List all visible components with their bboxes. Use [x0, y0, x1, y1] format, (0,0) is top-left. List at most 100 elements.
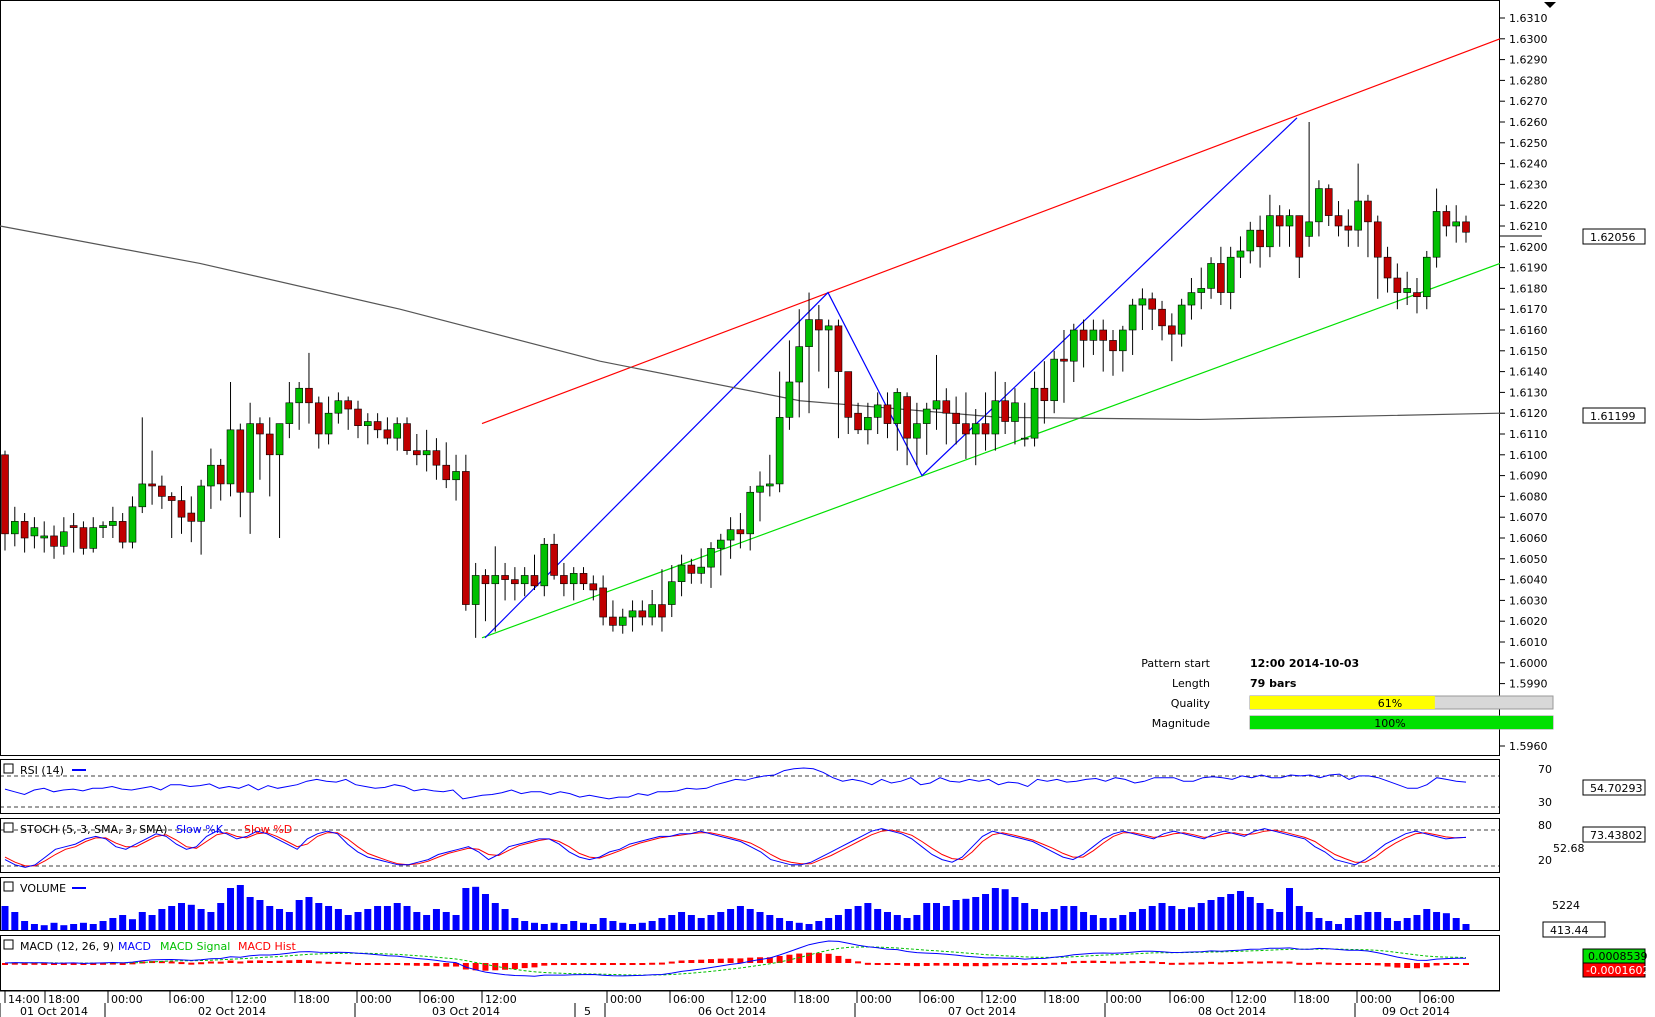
macd-hist-bar: [698, 959, 705, 963]
candle-body: [491, 575, 500, 585]
price-tick-label: 1.6300: [1509, 33, 1548, 46]
macd-hist-bar: [541, 963, 548, 966]
macd-hist-bar: [158, 961, 165, 964]
candle-body: [79, 527, 88, 549]
volume-bar: [511, 918, 519, 930]
macd-hist-bar: [757, 957, 764, 963]
macd-hist-bar: [678, 960, 685, 963]
candle-body: [795, 346, 804, 383]
macd-hist-bar: [904, 963, 911, 966]
pattern-start-label: Pattern start: [1141, 657, 1210, 670]
price-panel[interactable]: [0, 0, 1500, 756]
price-tick-label: 1.6040: [1509, 574, 1548, 587]
macd-hist-bar: [1276, 961, 1283, 964]
macd-hist-bar: [11, 962, 18, 965]
close-icon[interactable]: [3, 822, 14, 833]
macd-hist-bar: [1002, 963, 1009, 966]
volume-bar: [687, 915, 695, 930]
time-tick-label: 18:00: [798, 993, 830, 1006]
candle-body: [148, 483, 156, 487]
candle-body: [1315, 188, 1323, 223]
length-value: 79 bars: [1250, 677, 1297, 690]
candle-body: [1413, 292, 1421, 298]
candle-body: [697, 566, 705, 574]
volume-bar: [883, 912, 891, 930]
close-icon[interactable]: [3, 881, 14, 892]
volume-bar: [668, 915, 676, 930]
volume-bar: [1266, 909, 1274, 930]
volume-bar: [864, 903, 872, 930]
macd-hist-bar: [1394, 963, 1401, 968]
candle-body: [579, 573, 588, 585]
volume-bar: [1197, 903, 1205, 930]
pattern-info: Pattern start 12:00 2014-10-03 Length 79…: [1141, 657, 1554, 730]
volume-bar: [952, 900, 960, 930]
chevron-down-icon[interactable]: [1544, 2, 1556, 8]
rsi-current: 54.70293: [1590, 782, 1643, 795]
candle-body: [1089, 329, 1098, 341]
date-label: 5: [584, 1005, 591, 1017]
volume-bar: [462, 888, 470, 930]
volume-bar: [1109, 918, 1117, 930]
macd-hist-bar: [178, 962, 185, 965]
candle-body: [236, 429, 245, 493]
volume-bar: [383, 906, 391, 930]
volume-bar: [207, 912, 215, 930]
macd-hist-bar: [786, 954, 793, 963]
volume-bar: [70, 924, 78, 930]
volume-bar: [60, 925, 68, 930]
time-tick-label: 18:00: [298, 993, 330, 1006]
macd-hist-bar: [1325, 962, 1332, 965]
candle-body: [422, 450, 431, 456]
volume-bar: [285, 912, 293, 930]
volume-bar: [746, 909, 754, 930]
candle-body: [20, 521, 29, 539]
macd-hist-bar: [619, 963, 626, 965]
current-price-marker: 1.62056: [1500, 228, 1646, 245]
macd-hist-bar: [1188, 962, 1195, 965]
macd-hist-bar: [707, 959, 714, 963]
rsi-level-30: 30: [1538, 796, 1552, 809]
macd-hist-bar: [109, 962, 116, 965]
candle-body: [138, 483, 147, 508]
candle-body: [687, 564, 696, 574]
quality-text: 61%: [1378, 697, 1402, 710]
candle-body: [766, 483, 774, 487]
macd-hist-bar: [1237, 961, 1244, 964]
macd-hist-bar: [825, 953, 832, 963]
price-tick-label: 1.5990: [1509, 678, 1548, 691]
volume-bar: [609, 921, 617, 930]
candle-body: [471, 575, 480, 605]
volume-bar: [589, 924, 597, 930]
volume-bar: [1423, 909, 1431, 930]
stoch-panel[interactable]: [0, 818, 1500, 873]
volume-bar: [1295, 906, 1303, 930]
price-tick-label: 1.6200: [1509, 241, 1548, 254]
macd-hist-bar: [90, 963, 97, 965]
macd-hist-bar: [1364, 963, 1371, 965]
volume-bar: [1050, 909, 1058, 930]
close-icon[interactable]: [3, 763, 14, 774]
price-tick-label: 1.6020: [1509, 615, 1548, 628]
stoch-current: 73.43802: [1590, 829, 1643, 842]
candle-body: [775, 417, 784, 485]
volume-bar: [1158, 903, 1166, 930]
candle-body: [1197, 288, 1206, 293]
macd-hist-bar: [256, 960, 263, 963]
volume-bar: [697, 918, 705, 930]
close-icon[interactable]: [3, 939, 14, 950]
price-tick-label: 1.6140: [1509, 366, 1548, 379]
candle-body: [638, 610, 647, 618]
volume-bar: [834, 915, 842, 930]
price-tick-label: 1.6260: [1509, 116, 1548, 129]
macd-hist-bar: [1168, 962, 1175, 965]
volume-bar: [550, 922, 558, 930]
volume-bar: [1089, 915, 1097, 930]
volume-bar: [89, 924, 97, 930]
date-label: 02 Oct 2014: [198, 1005, 266, 1017]
volume-bar: [1393, 921, 1401, 930]
rsi-panel[interactable]: [0, 759, 1500, 814]
time-tick-label: 12:00: [1235, 993, 1267, 1006]
macd-hist-bar: [60, 963, 67, 965]
